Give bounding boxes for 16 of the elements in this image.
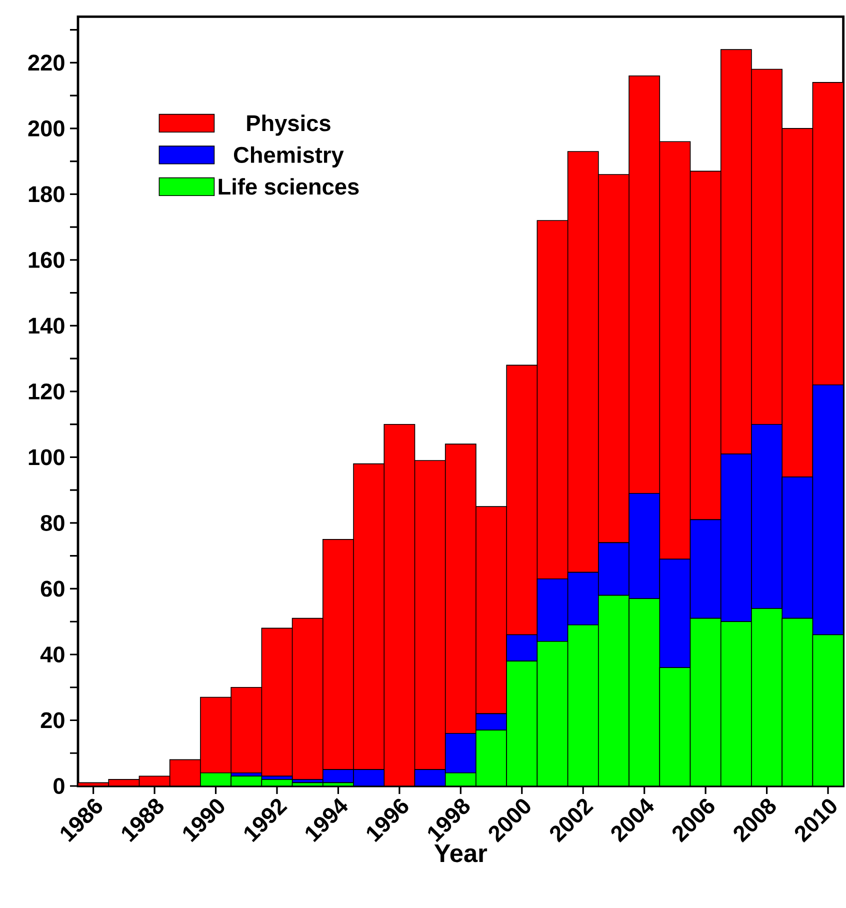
y-tick-label: 80	[40, 514, 64, 532]
x-axis-title: Year	[434, 844, 488, 862]
y-tick-label: 220	[28, 54, 64, 71]
legend-label: Physics	[247, 114, 330, 136]
y-tick-label: 0	[54, 778, 64, 794]
legend-label: Chemistry	[234, 146, 344, 168]
y-tick-label: 20	[40, 712, 64, 728]
y-tick-label: 160	[28, 252, 64, 268]
y-tick-label: 120	[28, 383, 64, 400]
y-tick-label: 40	[40, 646, 64, 663]
y-tick-label: 140	[28, 318, 64, 334]
y-tick-label: 180	[28, 186, 64, 202]
y-tick-label: 200	[28, 120, 64, 136]
y-tick-label: 100	[28, 449, 64, 466]
legend-label: Life sciences	[218, 178, 359, 195]
y-tick-label: 60	[40, 580, 64, 597]
